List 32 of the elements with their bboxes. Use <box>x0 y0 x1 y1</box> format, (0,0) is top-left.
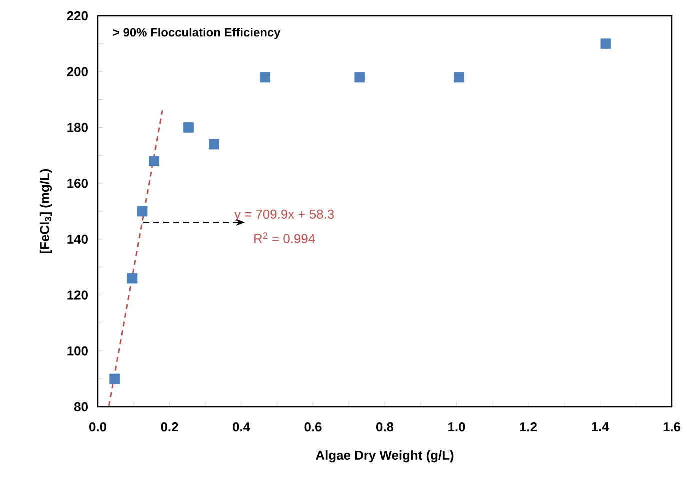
point <box>209 139 220 150</box>
annotation: R$^{2}$ = 0.994 <box>254 232 316 244</box>
point <box>354 72 366 83</box>
x-tick-label: 0.2 <box>161 422 178 432</box>
y-tick-label: 120 <box>68 290 88 300</box>
y-tick-label: 200 <box>67 67 88 76</box>
x-tick-label: 1.0 <box>448 422 466 432</box>
y-axis-title: [FeCl$_{3}$] (mg/L) <box>40 169 52 254</box>
annotation: > 90% Flocculation Efficiency <box>114 28 281 40</box>
y-tick-label: 220 <box>67 11 88 21</box>
x-tick-label: 0.0 <box>90 422 106 432</box>
point <box>149 156 160 166</box>
point <box>184 122 194 133</box>
y-tick-label: 140 <box>68 234 88 244</box>
x-tick-label: 0.4 <box>233 422 250 432</box>
point <box>127 273 138 284</box>
x-axis-title: Algae Dry Weight (g/L) <box>316 450 454 463</box>
point <box>600 38 612 50</box>
y-tick-label: 160 <box>68 178 88 188</box>
x-tick-label: 0.6 <box>304 422 322 432</box>
x-tick-label: 1.2 <box>520 422 537 432</box>
point <box>260 72 270 83</box>
y-tick-label: 80 <box>74 402 88 412</box>
x-tick-label: 0.8 <box>376 422 394 432</box>
x-tick-label: 1.6 <box>664 422 681 432</box>
point <box>110 374 120 384</box>
annotation: y = 709.9x + 58.3 <box>234 210 334 222</box>
point <box>137 206 148 217</box>
x-tick-label: 1.4 <box>592 422 610 432</box>
point <box>454 72 464 83</box>
y-tick-label: 180 <box>68 123 88 132</box>
y-tick-label: 100 <box>68 346 88 356</box>
